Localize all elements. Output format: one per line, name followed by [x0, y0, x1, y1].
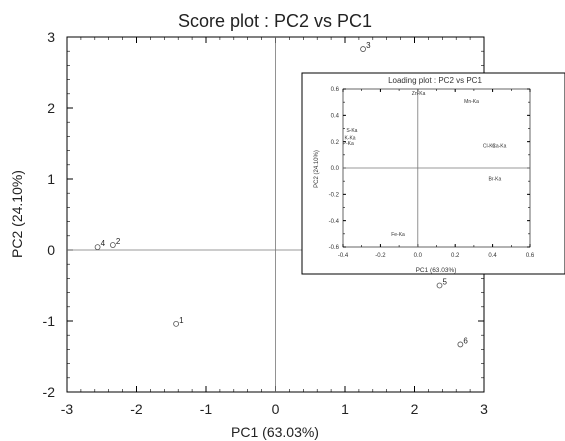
y-axis-label: PC2 (24.10%): [9, 170, 25, 258]
x-tick-label: -1: [200, 401, 213, 417]
inset-point-label: S-Ka: [346, 128, 357, 134]
data-point: [173, 320, 180, 327]
loading-plot: -0.4 -0.2 0.0 0.2 0.4 0.6 -0.6 -0.4 -0.2 0.0 0.2 0.…: [329, 87, 535, 259]
x-tick-label: 2: [411, 401, 419, 417]
point-label: 2: [116, 237, 121, 246]
x-tick-label: 0: [272, 401, 280, 417]
x-tick-label: 3: [480, 401, 488, 417]
inset-y-tick-label: 0.6: [331, 87, 340, 93]
chart-title: Score plot : PC2 vs PC1: [178, 11, 372, 31]
y-tick-label: -2: [43, 384, 56, 400]
inset-y-tick-label: -0.2: [329, 192, 340, 198]
x-axis-label: PC1 (63.03%): [231, 424, 319, 440]
data-point: [109, 242, 116, 248]
y-tick-label: -1: [43, 313, 56, 329]
x-tick-label: -2: [130, 401, 143, 417]
inset-point-label: Ca-Ka: [492, 144, 506, 150]
y-tick-label: 0: [47, 242, 55, 258]
inset-y-tick-label: -0.6: [329, 245, 340, 251]
inset-point-label: Cl-Ka: [483, 144, 496, 150]
data-point: [436, 282, 443, 289]
point-label: 5: [443, 278, 448, 287]
inset-x-tick-label: -0.2: [375, 253, 386, 259]
inset-point-label: Br-Ka: [488, 177, 501, 183]
point-label: 1: [179, 316, 184, 325]
inset-y-tick-label: 0.2: [331, 140, 340, 146]
data-point: [360, 46, 366, 52]
inset-x-tick-label: 0.4: [488, 253, 497, 259]
inset-x-tick-label: 0.2: [451, 253, 460, 259]
loading-plot-inset: Loading plot : PC2 vs PC1 PC1 (63.03%) P…: [301, 72, 565, 275]
x-tick-label: -3: [61, 401, 74, 417]
inset-x-tick-label: 0.0: [414, 253, 423, 259]
inset-point-label: Fe-Ka: [391, 232, 405, 238]
inset-frame: [301, 72, 565, 275]
inset-y-tick-label: 0.0: [331, 166, 340, 172]
inset-point-label: P-Ka: [343, 141, 354, 147]
inset-y-axis-label: PC2 (24.10%): [314, 150, 320, 188]
y-tick-label: 1: [47, 171, 55, 187]
inset-x-tick-label: -0.4: [338, 253, 349, 259]
inset-x-tick-label: 0.6: [526, 253, 535, 259]
data-point: [94, 244, 101, 251]
inset-point-label: Mn-Ka: [464, 99, 479, 105]
inset-y-tick-label: -0.4: [329, 219, 340, 225]
point-label: 3: [366, 41, 371, 50]
inset-title: Loading plot : PC2 vs PC1: [388, 76, 482, 85]
inset-y-tick-label: 0.4: [331, 113, 340, 119]
inset-point-label: Zn-Ka: [412, 91, 426, 97]
inset-x-axis-label: PC1 (63.03%): [416, 267, 457, 274]
point-label: 4: [101, 239, 106, 248]
y-tick-label: 2: [47, 100, 55, 116]
x-tick-label: 1: [341, 401, 349, 417]
y-tick-label: 3: [47, 29, 55, 45]
score-plot: -3 -2 -1 0 1 2 3 -2 -1 0 1 2 3 1 2 3 4 5 6: [43, 29, 489, 417]
point-label: 6: [463, 336, 468, 345]
data-point: [457, 341, 464, 348]
inset-point-label: K-Ka: [344, 136, 355, 142]
